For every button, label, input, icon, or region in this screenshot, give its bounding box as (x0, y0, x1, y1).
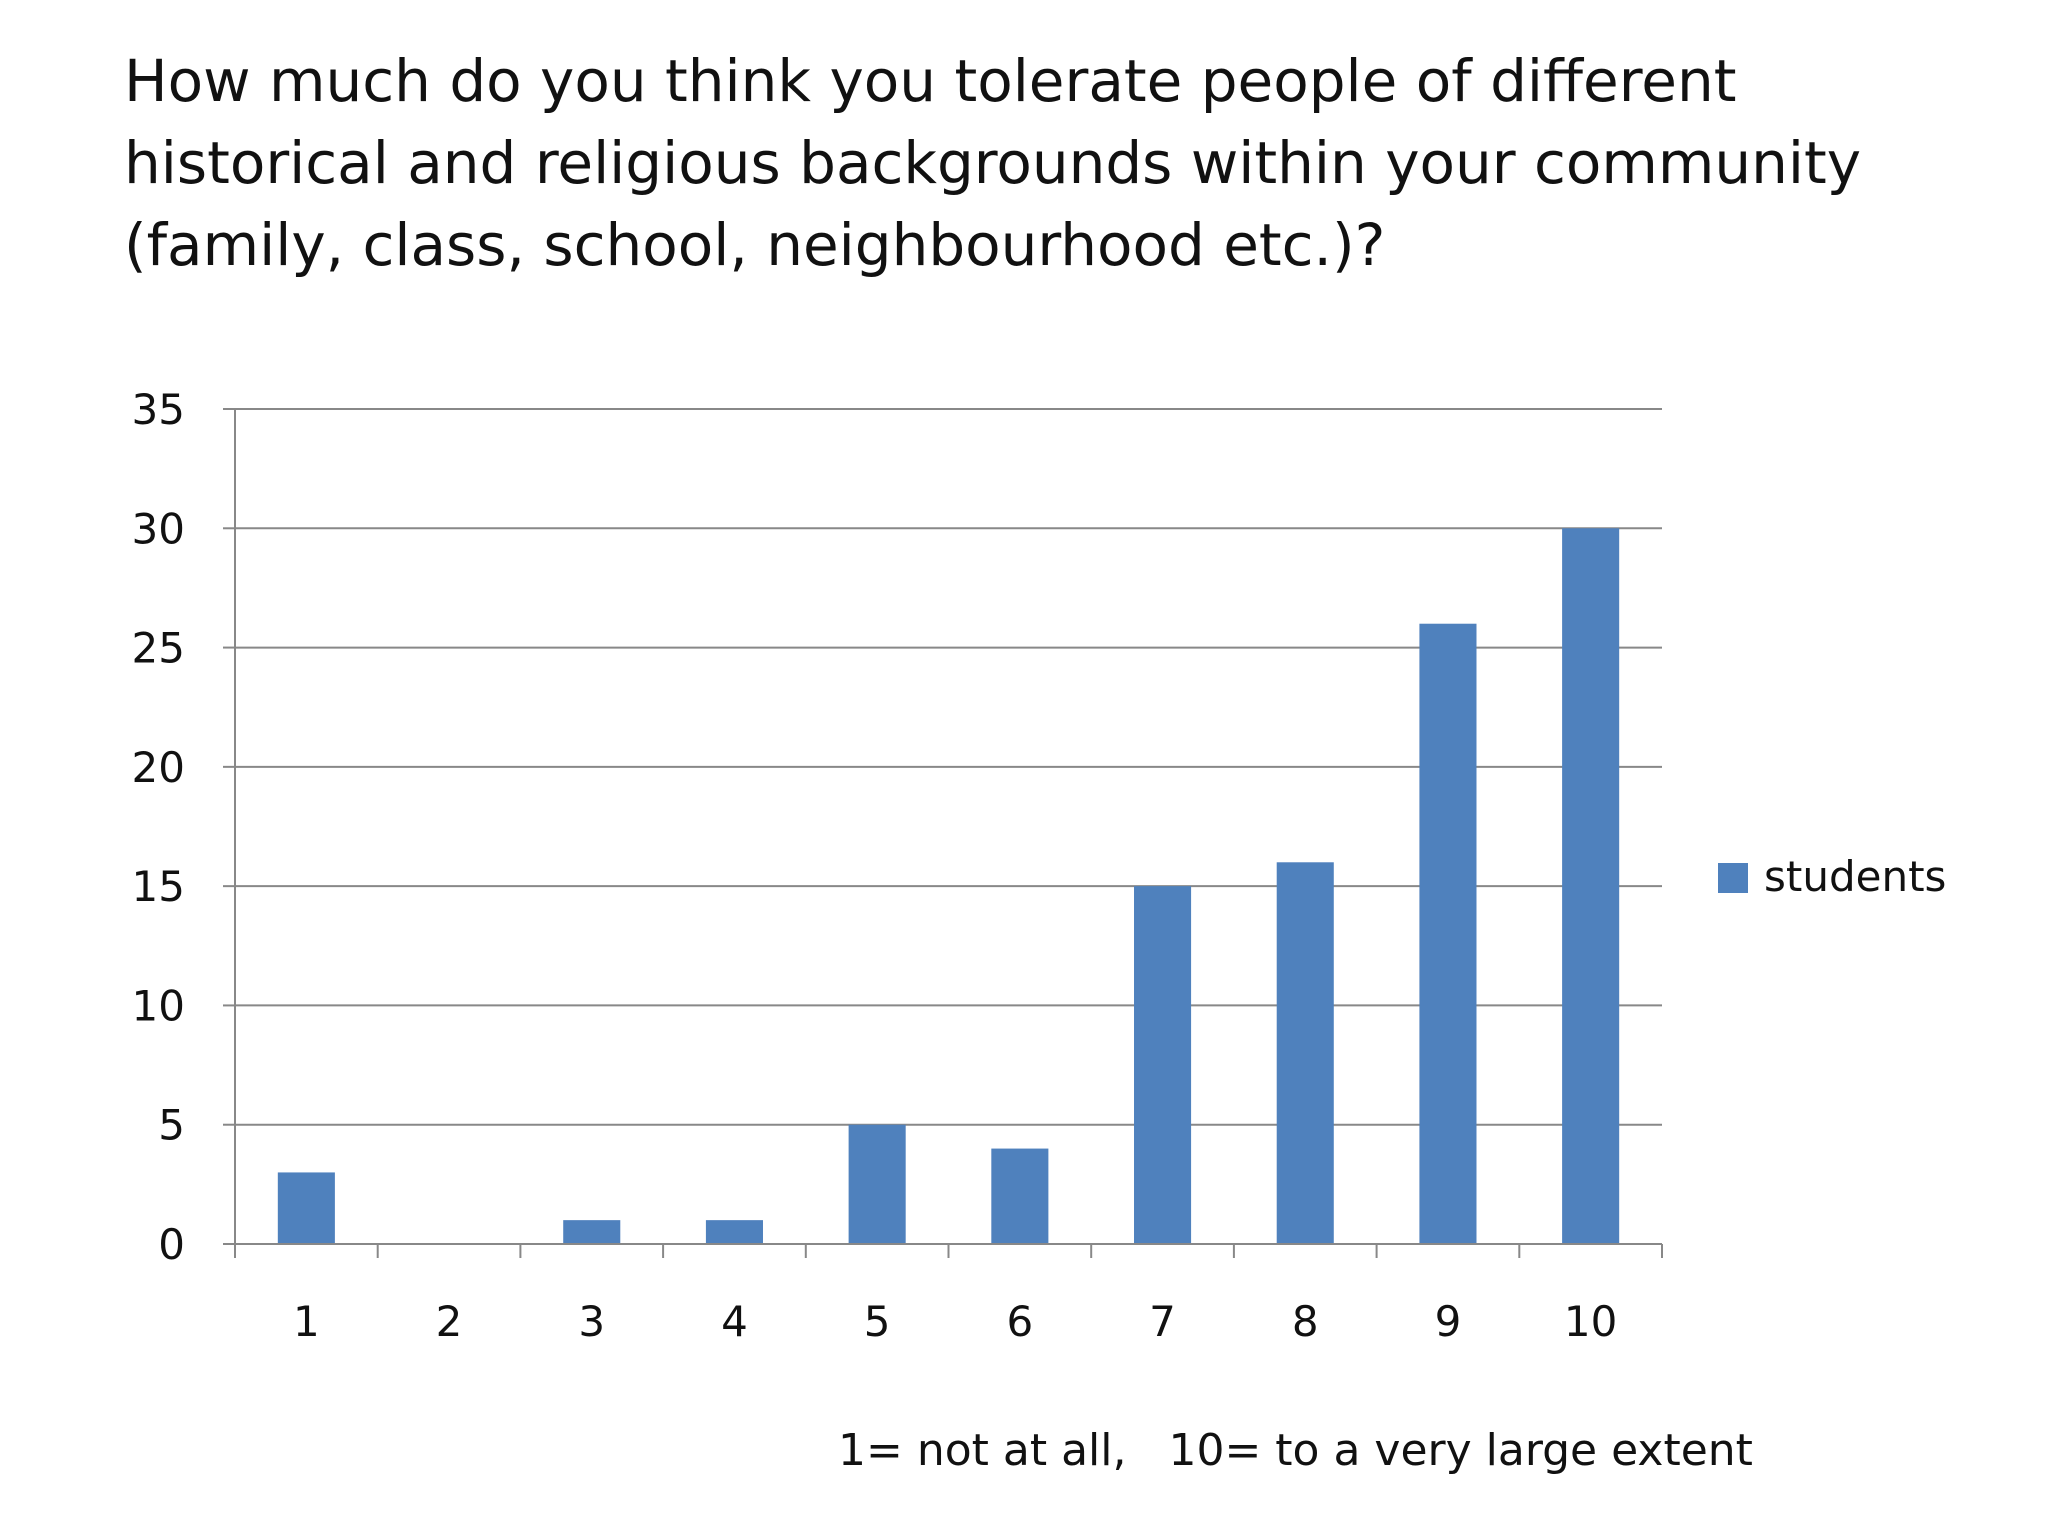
x-tick-label-2: 2 (436, 1297, 463, 1346)
title-line-1: How much do you think you tolerate peopl… (124, 47, 1737, 115)
x-tick-label-9: 9 (1435, 1297, 1462, 1346)
title-line-3: (family, class, school, neighbourhood et… (124, 211, 1386, 279)
title-line-2: historical and religious backgrounds wit… (124, 129, 1862, 197)
x-axis-tick-labels: 1 2 3 4 5 6 7 8 9 10 (293, 1297, 1617, 1346)
x-tick-label-10: 10 (1564, 1297, 1617, 1346)
y-axis-tick-labels: 0 5 10 15 20 25 30 35 (132, 385, 185, 1269)
x-tick-label-8: 8 (1292, 1297, 1319, 1346)
x-tick-label-7: 7 (1149, 1297, 1176, 1346)
bar-1 (277, 1172, 335, 1244)
y-tick-label-35: 35 (132, 385, 185, 434)
axes (223, 408, 1663, 1258)
bar-5 (848, 1124, 906, 1244)
y-tick-label-15: 15 (132, 862, 185, 911)
scale-footnote: 1= not at all, 10= to a very large exten… (838, 1425, 1753, 1476)
y-tick-label-30: 30 (132, 504, 185, 553)
legend-label-students: students (1764, 852, 1946, 901)
x-tick-label-3: 3 (578, 1297, 605, 1346)
bar-7 (1134, 886, 1192, 1244)
x-tick-label-1: 1 (293, 1297, 320, 1346)
slide-title: How much do you think you tolerate peopl… (124, 40, 1862, 286)
bars (277, 528, 1620, 1244)
y-tick-label-20: 20 (132, 743, 185, 792)
bar-10 (1562, 528, 1620, 1244)
x-tick-label-4: 4 (721, 1297, 748, 1346)
x-tick-label-5: 5 (864, 1297, 891, 1346)
y-tick-label-10: 10 (132, 981, 185, 1030)
legend-swatch-students (1718, 863, 1748, 893)
bar-8 (1276, 862, 1334, 1244)
legend: students (1718, 852, 1946, 901)
y-tick-label-25: 25 (132, 624, 185, 673)
bar-6 (991, 1148, 1049, 1244)
bar-4 (705, 1220, 763, 1244)
y-tick-label-5: 5 (158, 1101, 185, 1150)
bar-9 (1419, 623, 1477, 1244)
bar-3 (563, 1220, 621, 1244)
y-tick-label-0: 0 (158, 1220, 185, 1269)
x-tick-label-6: 6 (1006, 1297, 1033, 1346)
